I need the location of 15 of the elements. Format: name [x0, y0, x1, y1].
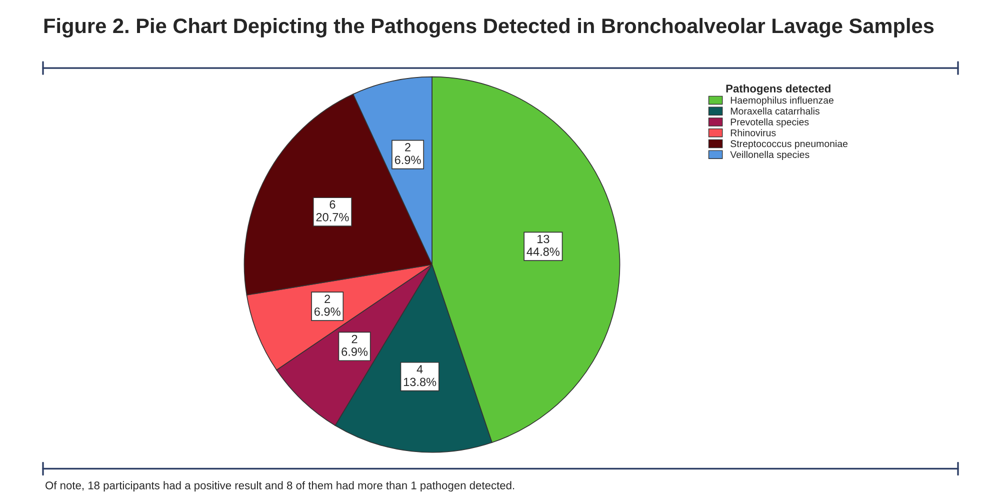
- legend-label: Haemophilus influenzae: [730, 96, 834, 106]
- data-label: 2 6.9%: [314, 294, 340, 316]
- data-label: 13 44.8%: [526, 234, 560, 256]
- text: Of note, 18 participants had a positive result and 8 of them had more than 1 pathogen detected.: [46, 481, 514, 492]
- legend-label: Prevotella species: [730, 118, 809, 128]
- data-label: 4 13.8%: [404, 365, 436, 386]
- chart-title: Figure 2. Pie Chart Depicting the Pathogens Detected in Bronchoalveolar Lavage Samples: [44, 18, 934, 38]
- legend-title: Pathogens detected: [726, 84, 830, 95]
- legend-label: Rhinovirus: [730, 129, 776, 136]
- legend-label: Streptococcus pneumoniae: [730, 140, 848, 150]
- data-label: 2 6.9%: [342, 334, 368, 356]
- legend-label: Moraxella catarrhalis: [730, 107, 820, 115]
- data-label: 6 20.7%: [316, 200, 349, 222]
- data-label: 2 6.9%: [394, 143, 421, 164]
- legend-label: Veillonella species: [730, 150, 810, 160]
